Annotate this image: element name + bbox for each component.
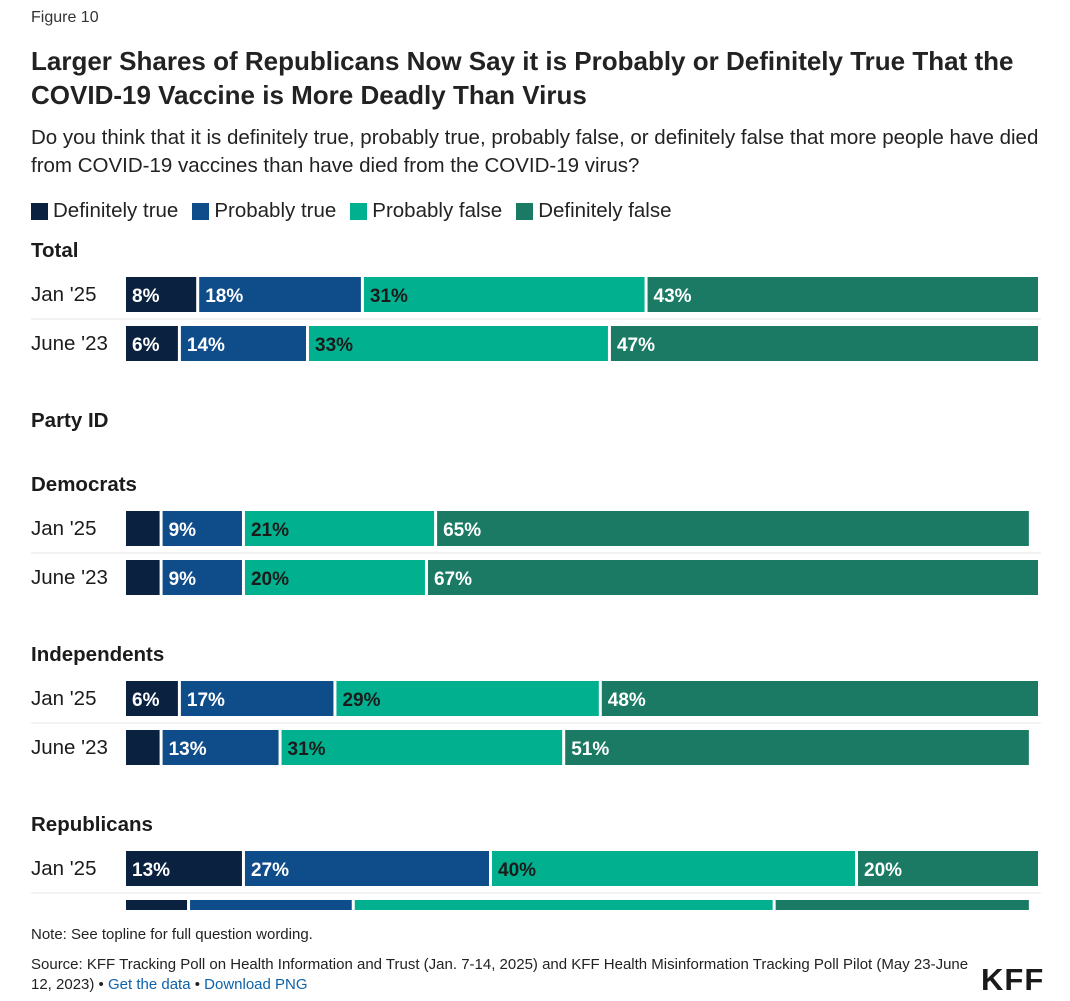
bar-probably-true	[162, 730, 279, 765]
legend-label: Probably true	[214, 199, 337, 222]
bar-probably-false	[492, 851, 855, 886]
row-label: June '23	[31, 736, 108, 759]
bar-definitely-false	[427, 560, 1038, 595]
row-label: June '23	[31, 906, 108, 910]
data-label: 6%	[132, 690, 160, 711]
data-label: 46%	[361, 909, 399, 910]
bar-probably-true	[244, 851, 489, 886]
legend-swatch	[350, 202, 368, 220]
group-label-party-id: Party ID	[31, 409, 108, 432]
bar-probably-false	[336, 681, 599, 716]
data-label: 20%	[864, 860, 902, 881]
data-label: 9%	[169, 569, 197, 590]
bar-probably-false	[244, 511, 435, 546]
bar-definitely-false	[647, 277, 1038, 312]
legend-swatch	[192, 202, 210, 220]
data-label: 28%	[782, 909, 820, 910]
data-label: 17%	[187, 690, 225, 711]
data-label: 9%	[169, 520, 197, 541]
bar-probably-false	[309, 326, 608, 361]
data-label: 18%	[196, 909, 234, 910]
legend-label: Definitely true	[53, 199, 179, 222]
data-label: 21%	[251, 520, 289, 541]
data-label: 31%	[370, 286, 408, 307]
legend-swatch	[31, 202, 48, 220]
bar-definitely-true	[126, 560, 160, 595]
data-label: 48%	[608, 690, 646, 711]
legend-label: Probably false	[372, 199, 503, 222]
data-label: 13%	[169, 739, 207, 760]
bar-probably-true	[162, 511, 242, 546]
chart-note: Note: See topline for full question word…	[31, 926, 313, 943]
row-label: June '23	[31, 566, 108, 589]
bar-definitely-false	[437, 511, 1029, 546]
bar-probably-true	[180, 326, 306, 361]
data-label: 6%	[132, 335, 160, 356]
bar-probably-false	[363, 277, 645, 312]
bar-definitely-true	[126, 851, 242, 886]
group-label-democrats: Democrats	[31, 473, 137, 496]
data-label: 65%	[443, 520, 481, 541]
legend-item-definitely-false: Definitely false	[516, 199, 672, 223]
legend-item-probably-false: Probably false	[350, 199, 502, 223]
bar-probably-false	[244, 560, 425, 595]
download-png-link[interactable]: Download PNG	[204, 976, 308, 993]
row-label: June '23	[31, 332, 108, 355]
bar-probably-true	[180, 681, 334, 716]
data-label: 20%	[251, 569, 289, 590]
bar-definitely-true	[126, 681, 178, 716]
data-label: 27%	[251, 860, 289, 881]
stacked-bar-chart: Total Jan '25 8% 18% 31% 43% June '23 6% 14% 33% 4…	[31, 239, 1041, 910]
data-label: 18%	[205, 286, 243, 307]
data-label: 43%	[654, 286, 692, 307]
bar-probably-false	[354, 900, 773, 910]
bar-definitely-false	[601, 681, 1038, 716]
data-label: 40%	[498, 860, 536, 881]
bar-definitely-false	[610, 326, 1038, 361]
row-label: Jan '25	[31, 687, 96, 710]
kff-logo: KFF	[981, 962, 1045, 997]
bar-definitely-true	[126, 277, 197, 312]
bar-probably-true	[162, 560, 242, 595]
figure-label: Figure 10	[31, 9, 99, 26]
bar-definitely-true	[126, 900, 188, 910]
bar-definitely-false	[858, 851, 1038, 886]
data-label: 7%	[132, 909, 160, 910]
legend: Definitely true Probably true Probably f…	[31, 198, 686, 224]
group-label-total: Total	[31, 239, 78, 262]
chart-source: Source: KFF Tracking Poll on Health Info…	[31, 955, 981, 995]
bar-probably-true	[190, 900, 352, 910]
group-label-independents: Independents	[31, 643, 164, 666]
bar-definitely-true	[126, 326, 178, 361]
data-label: 8%	[132, 286, 160, 307]
data-label: 47%	[617, 335, 655, 356]
chart-subtitle: Do you think that it is definitely true,…	[31, 126, 1039, 177]
source-text: Source: KFF Tracking Poll on Health Info…	[31, 956, 969, 993]
bar-definitely-true	[126, 511, 160, 546]
data-label: 31%	[288, 739, 326, 760]
source-separator: •	[190, 976, 205, 993]
data-label: 67%	[434, 569, 472, 590]
bar-definitely-false	[565, 730, 1029, 765]
data-label: 13%	[132, 860, 170, 881]
bar-definitely-true	[126, 730, 160, 765]
group-label-republicans: Republicans	[31, 813, 153, 836]
legend-item-probably-true: Probably true	[192, 199, 336, 223]
data-label: 51%	[571, 739, 609, 760]
row-label: Jan '25	[31, 857, 96, 880]
bar-probably-false	[281, 730, 563, 765]
data-label: 14%	[187, 335, 225, 356]
legend-label: Definitely false	[538, 199, 672, 222]
data-label: 29%	[342, 690, 380, 711]
chart-title: Larger Shares of Republicans Now Say it …	[31, 46, 1014, 110]
bar-probably-true	[199, 277, 361, 312]
row-label: Jan '25	[31, 283, 96, 306]
legend-swatch	[516, 202, 534, 220]
row-label: Jan '25	[31, 517, 96, 540]
bar-definitely-false	[775, 900, 1029, 910]
get-the-data-link[interactable]: Get the data	[107, 976, 191, 993]
data-label: 33%	[315, 335, 353, 356]
legend-item-definitely-true: Definitely true	[31, 199, 178, 223]
